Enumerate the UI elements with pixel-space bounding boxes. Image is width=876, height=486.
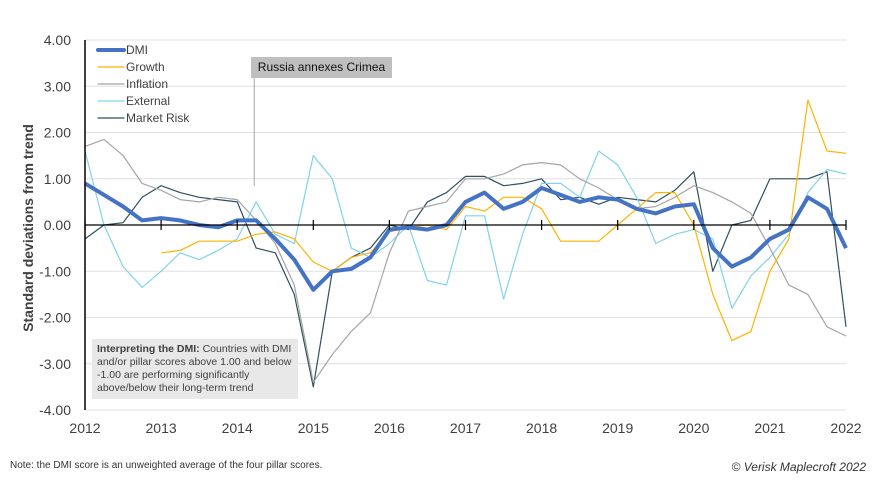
x-tick-label: 2012 [69, 420, 100, 436]
series-line-inflation [84, 138, 847, 383]
interpretation-box: Interpreting the DMI: Countries with DMI… [92, 339, 298, 399]
series-line-external [84, 150, 847, 309]
legend-label: DMI [126, 43, 148, 57]
y-axis-title: Standard deviations from trend [20, 124, 36, 332]
event-annotation-label: Russia annexes Crimea [251, 57, 392, 78]
credit: © Verisk Maplecroft 2022 [731, 460, 866, 474]
footnote: Note: the DMI score is an unweighted ave… [10, 460, 323, 471]
y-tick-label: 1.00 [44, 171, 71, 187]
x-tick-label: 2016 [374, 420, 405, 436]
interpretation-text: Countries with DMI and/or pillar scores … [97, 343, 292, 394]
x-tick-label: 2020 [678, 420, 709, 436]
x-tick-label: 2017 [450, 420, 481, 436]
x-tick-label: 2013 [146, 420, 177, 436]
y-tick-label: 2.00 [44, 125, 71, 141]
legend-label: External [126, 94, 170, 108]
legend-label: Inflation [126, 77, 168, 91]
x-tick-label: 2015 [298, 420, 329, 436]
y-tick-label: -3.00 [39, 356, 71, 372]
x-tick-label: 2021 [754, 420, 785, 436]
y-tick-label: -1.00 [39, 263, 71, 279]
series-line-growth [161, 99, 847, 342]
y-tick-label: -4.00 [39, 402, 71, 418]
y-tick-label: 3.00 [44, 78, 71, 94]
x-tick-label: 2022 [830, 420, 861, 436]
x-tick-label: 2019 [602, 420, 633, 436]
legend-label: Market Risk [126, 111, 190, 125]
x-tick-label: 2018 [526, 420, 557, 436]
legend-label: Growth [126, 60, 165, 74]
y-tick-label: 0.00 [44, 217, 71, 233]
interpretation-title: Interpreting the DMI: [97, 343, 200, 355]
y-tick-label: 4.00 [44, 32, 71, 48]
series-line-dmi [83, 181, 848, 292]
x-tick-label: 2014 [222, 420, 253, 436]
y-tick-label: -2.00 [39, 310, 71, 326]
